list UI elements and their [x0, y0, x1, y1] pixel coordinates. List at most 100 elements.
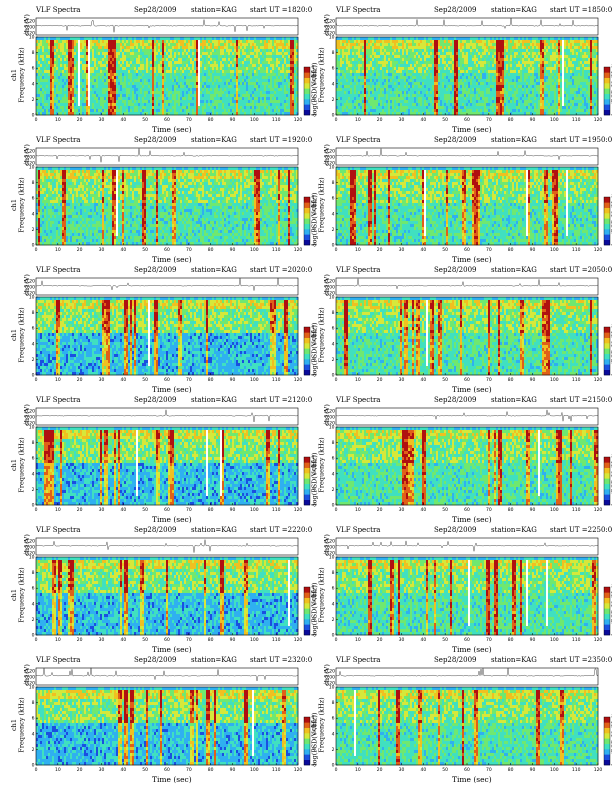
y-tick-label: 10	[329, 555, 335, 561]
timeseries-tick-label: 0.20	[25, 539, 35, 545]
x-tick-label: 90	[530, 637, 536, 643]
x-tick-label: 110	[572, 637, 581, 643]
x-tick-label: 20	[77, 767, 83, 773]
x-tick-label: 70	[486, 377, 492, 383]
panel-header: VLF Spectra Sep28/2009 station=KAG start UT…	[336, 135, 612, 145]
timeseries-tick-label: 0.20	[325, 669, 335, 675]
x-tick-label: 60	[464, 637, 470, 643]
x-tick-label: 70	[186, 507, 192, 513]
x-axis-label: Time (sec)	[452, 125, 492, 134]
colorbar-segment	[604, 597, 610, 604]
panel-title: VLF Spectra	[336, 395, 380, 405]
x-axis-label: Time (sec)	[152, 515, 192, 524]
y-tick-label: 8	[32, 700, 35, 706]
timeseries-frame	[335, 407, 599, 426]
x-tick-label: 80	[208, 507, 214, 513]
x-tick-label: 40	[420, 507, 426, 513]
timeseries-line	[335, 668, 599, 677]
y-tick-label: 0	[332, 503, 335, 509]
x-tick-label: 80	[508, 117, 514, 123]
y-tick-label: 6	[332, 196, 335, 202]
x-tick-label: 50	[142, 117, 148, 123]
x-tick-label: 80	[508, 507, 514, 513]
timeseries-tick-label: 0.20	[25, 19, 35, 25]
x-tick-label: 50	[442, 637, 448, 643]
y-tick-label: 6	[332, 326, 335, 332]
colorbar-segment	[604, 197, 610, 203]
x-tick-label: 60	[464, 117, 470, 123]
colorbar-segment	[304, 348, 310, 354]
x-tick-label: 120	[294, 507, 303, 513]
colorbar-segment	[304, 613, 310, 620]
x-tick-label: 20	[77, 247, 83, 253]
x-tick-label: 20	[77, 507, 83, 513]
colorbar-segment	[304, 494, 310, 500]
x-tick-label: 110	[572, 247, 581, 253]
x-tick-label: 10	[55, 767, 61, 773]
colorbar-segment	[304, 67, 310, 73]
panel-title: VLF Spectra	[36, 655, 80, 665]
x-tick-label: 20	[377, 507, 383, 513]
colorbar-segment	[604, 218, 610, 224]
x-tick-label: 0	[335, 117, 338, 123]
spectrogram-ylabel: Frequency (kHz)	[318, 437, 326, 492]
x-tick-label: 20	[377, 117, 383, 123]
x-tick-label: 100	[550, 507, 559, 513]
y-tick-label: 2	[32, 487, 35, 493]
x-tick-label: 0	[35, 507, 38, 513]
spectrogram-heatmap	[336, 557, 599, 636]
y-tick-label: 2	[332, 617, 335, 623]
timeseries-frame	[335, 537, 599, 556]
x-tick-label: 50	[142, 377, 148, 383]
y-tick-label: 10	[329, 35, 335, 41]
colorbar-segment	[604, 332, 610, 338]
spectrogram-heatmap	[336, 167, 599, 246]
colorbar-segment	[604, 727, 610, 734]
spectrogram-heatmap	[36, 557, 299, 636]
x-tick-label: 70	[486, 637, 492, 643]
colorbar-segment	[604, 743, 610, 750]
colorbar-segment	[604, 483, 610, 490]
colorbar-segment	[304, 77, 310, 84]
x-tick-label: 80	[208, 247, 214, 253]
x-tick-label: 60	[164, 117, 170, 123]
panel-title: VLF Spectra	[336, 5, 380, 15]
colorbar-segment	[304, 489, 310, 495]
spectrogram-heatmap	[336, 427, 599, 506]
spectrogram-ylabel: Frequency (kHz)	[18, 307, 26, 362]
x-tick-label: 60	[464, 507, 470, 513]
y-tick-label: 2	[332, 747, 335, 753]
colorbar-frame	[303, 196, 311, 246]
colorbar-tick-label: -2	[312, 341, 317, 347]
x-tick-label: 0	[335, 637, 338, 643]
colorbar-segment	[604, 478, 610, 484]
x-tick-label: 40	[120, 637, 126, 643]
panel-station: station=KAG	[491, 655, 537, 665]
x-tick-label: 60	[464, 767, 470, 773]
panel-header: VLF Spectra Sep28/2009 station=KAG start UT…	[336, 655, 612, 665]
colorbar-segment	[304, 93, 310, 100]
panel-station: station=KAG	[191, 655, 237, 665]
timeseries-frame	[335, 17, 599, 36]
timeseries-line	[335, 278, 598, 290]
y-tick-label: 4	[32, 731, 35, 737]
x-tick-label: 60	[164, 767, 170, 773]
x-tick-label: 50	[442, 247, 448, 253]
x-tick-label: 100	[550, 767, 559, 773]
x-tick-label: 90	[530, 117, 536, 123]
y-tick-label: 4	[32, 341, 35, 347]
colorbar-tick-label: 0	[312, 325, 315, 331]
spectrogram-panel: 0.20 0.00 -0.20 0 2 4 6 8 10 0 10 20 30 40 50 60 70 80 90 1…	[310, 655, 612, 784]
spectrogram-panel: 0.20 0.00 -0.20 0 2 4 6 8 10 0 10 20 30 40 50 60 70 80 90 1…	[310, 265, 612, 394]
x-tick-label: 50	[142, 507, 148, 513]
panel-start-time: start UT =2120:0	[250, 395, 312, 405]
timeseries-tick-label: -0.20	[323, 31, 335, 37]
x-tick-label: 100	[250, 247, 259, 253]
x-tick-label: 60	[164, 507, 170, 513]
x-tick-label: 120	[594, 117, 603, 123]
y-tick-label: 8	[332, 700, 335, 706]
panel-date: Sep28/2009	[434, 395, 477, 405]
